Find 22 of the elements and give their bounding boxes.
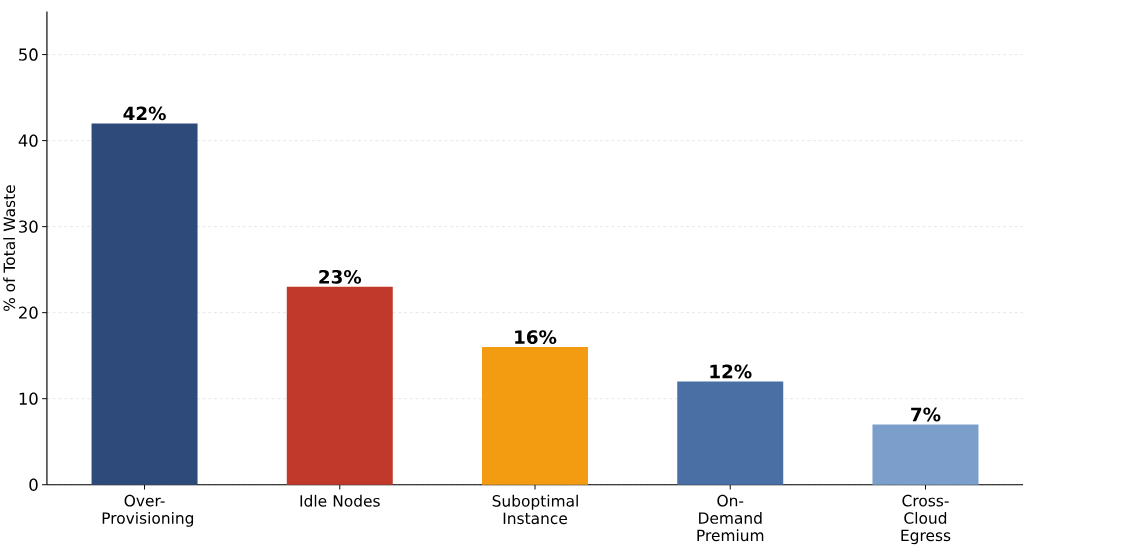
bar [677, 381, 784, 485]
x-tick-label: Suboptimal Instance [492, 494, 578, 524]
y-tick-label: 30 [19, 220, 38, 233]
data-label: 7% [911, 407, 941, 422]
bar [91, 123, 198, 485]
x-tick-label: Idle Nodes [300, 494, 380, 507]
data-label: 23% [319, 269, 362, 284]
y-tick-label: 0 [29, 478, 38, 491]
data-label: 42% [123, 106, 166, 121]
y-tick-label: 10 [19, 392, 38, 405]
bar [482, 346, 589, 485]
y-tick-label: 20 [19, 306, 38, 319]
y-axis-title: % of Total Waste [3, 184, 16, 311]
bar [286, 286, 393, 485]
x-tick-label: Over-Provisioning [102, 494, 194, 527]
x-tick-label: On-Demand Premium [697, 494, 764, 542]
y-tick-label: 40 [18, 134, 38, 147]
data-label: 16% [515, 329, 557, 344]
data-label: 12% [710, 364, 752, 379]
x-tick-label: Cross-Cloud Egress [901, 494, 951, 544]
y-tick-label: 50 [19, 48, 38, 61]
bar [872, 424, 979, 485]
